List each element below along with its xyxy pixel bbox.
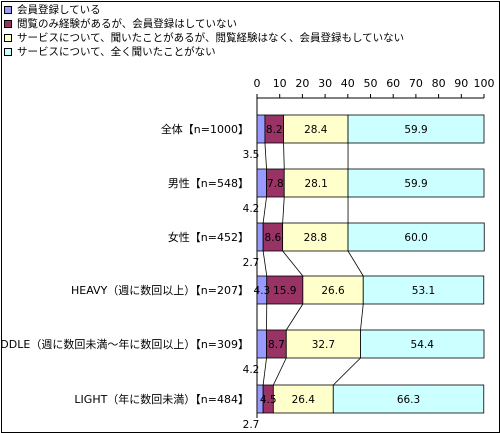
legend-label: サービスについて、聞いたことがあるが、閲覧経験はなく、会員登録もしていない (17, 32, 405, 44)
series-connector-line (264, 142, 267, 170)
x-tick-label: 80 (432, 77, 446, 90)
chart-legend: 会員登録している 閲覧のみ経験があるが、会員登録はしていない サービスについて、… (4, 3, 494, 59)
series-connector-line (272, 357, 287, 386)
bar-segment (282, 222, 349, 252)
series-connector-line (285, 303, 304, 331)
bar-segment (347, 222, 485, 252)
x-tick-label: 100 (474, 77, 495, 90)
x-tick-label: 10 (273, 77, 287, 90)
data-label: 60.0 (404, 232, 427, 244)
legend-swatch (4, 20, 12, 28)
x-tick-label: 40 (341, 77, 355, 90)
data-label: 8.7 (268, 339, 285, 351)
bar-segment (283, 114, 349, 144)
x-tick-label: 60 (386, 77, 400, 90)
category-label: HEAVY（週に数回以上）【n=207】 (71, 284, 249, 297)
data-label: 53.1 (412, 285, 435, 297)
x-tick-label: 50 (364, 77, 378, 90)
data-label: 8.6 (265, 232, 282, 244)
bar-segment (266, 275, 304, 305)
x-tick-label: 30 (318, 77, 332, 90)
bar-segment (256, 222, 264, 252)
data-label: 3.5 (243, 149, 260, 161)
data-label: 26.4 (292, 394, 316, 406)
legend-item-heard-of: サービスについて、聞いたことがあるが、閲覧経験はなく、会員登録もしていない (4, 31, 494, 45)
legend-item-never-heard: サービスについて、全く聞いたことがない (4, 45, 494, 59)
data-label: 54.4 (411, 339, 435, 351)
data-label: 8.2 (266, 124, 283, 136)
legend-swatch (4, 6, 12, 14)
category-label: LIGHT（年に数回未満）【n=484】 (74, 392, 249, 406)
series-connector-line (262, 250, 268, 277)
legend-label: 会員登録している (17, 4, 101, 16)
data-label: 26.6 (321, 285, 345, 297)
bar-segment (332, 384, 485, 414)
legend-item-registered: 会員登録している (4, 3, 494, 17)
bar-segment (256, 329, 267, 359)
bar-segment (362, 275, 485, 305)
bar-segment (347, 114, 485, 144)
series-connector-line (282, 196, 285, 224)
data-label: 15.9 (273, 285, 296, 297)
legend-item-browse-only: 閲覧のみ経験があるが、会員登録はしていない (4, 17, 494, 31)
bar-segment (256, 114, 266, 144)
data-label: 66.3 (397, 394, 420, 406)
data-label: 32.7 (312, 339, 335, 351)
data-label: 7.8 (267, 178, 284, 190)
data-label: 2.7 (243, 419, 260, 431)
data-label: 28.4 (304, 124, 328, 136)
data-label: 4.5 (260, 394, 277, 406)
data-label: 28.8 (304, 232, 327, 244)
data-label: 4.2 (243, 203, 260, 215)
x-tick-label: 70 (409, 77, 423, 90)
data-label: 59.9 (404, 124, 427, 136)
bar-segment (256, 168, 267, 198)
legend-swatch (4, 34, 12, 42)
series-connector-line (282, 250, 304, 277)
series-connector-line (283, 142, 285, 170)
series-connector-line (332, 357, 361, 386)
category-label: 女性【n=452】 (168, 230, 249, 244)
data-label: 4.2 (243, 364, 260, 376)
data-label: 4.3 (254, 285, 271, 297)
series-connector-line (262, 357, 267, 386)
category-label: MIDDLE（週に数回未満～年に数回以上）【n=309】 (0, 337, 249, 351)
legend-swatch (4, 48, 12, 56)
bar-segment (272, 384, 334, 414)
x-tick-label: 20 (295, 77, 309, 90)
data-label: 59.9 (404, 178, 427, 190)
data-label: 2.7 (243, 257, 260, 269)
x-tick-label: 0 (254, 77, 261, 90)
bar-segment (283, 168, 349, 198)
x-tick-label: 90 (454, 77, 468, 90)
category-label: 全体【n=1000】 (161, 122, 249, 136)
data-label: 28.1 (304, 178, 327, 190)
series-connector-line (347, 250, 364, 277)
category-label: 男性【n=548】 (168, 176, 249, 190)
legend-label: 閲覧のみ経験があるが、会員登録はしていない (17, 18, 237, 30)
bar-segment (347, 168, 485, 198)
series-connector-line (262, 196, 267, 224)
series-connector-line (360, 303, 364, 331)
bar-segment (360, 329, 485, 359)
bar-segment (302, 275, 364, 305)
legend-label: サービスについて、全く聞いたことがない (17, 46, 216, 58)
